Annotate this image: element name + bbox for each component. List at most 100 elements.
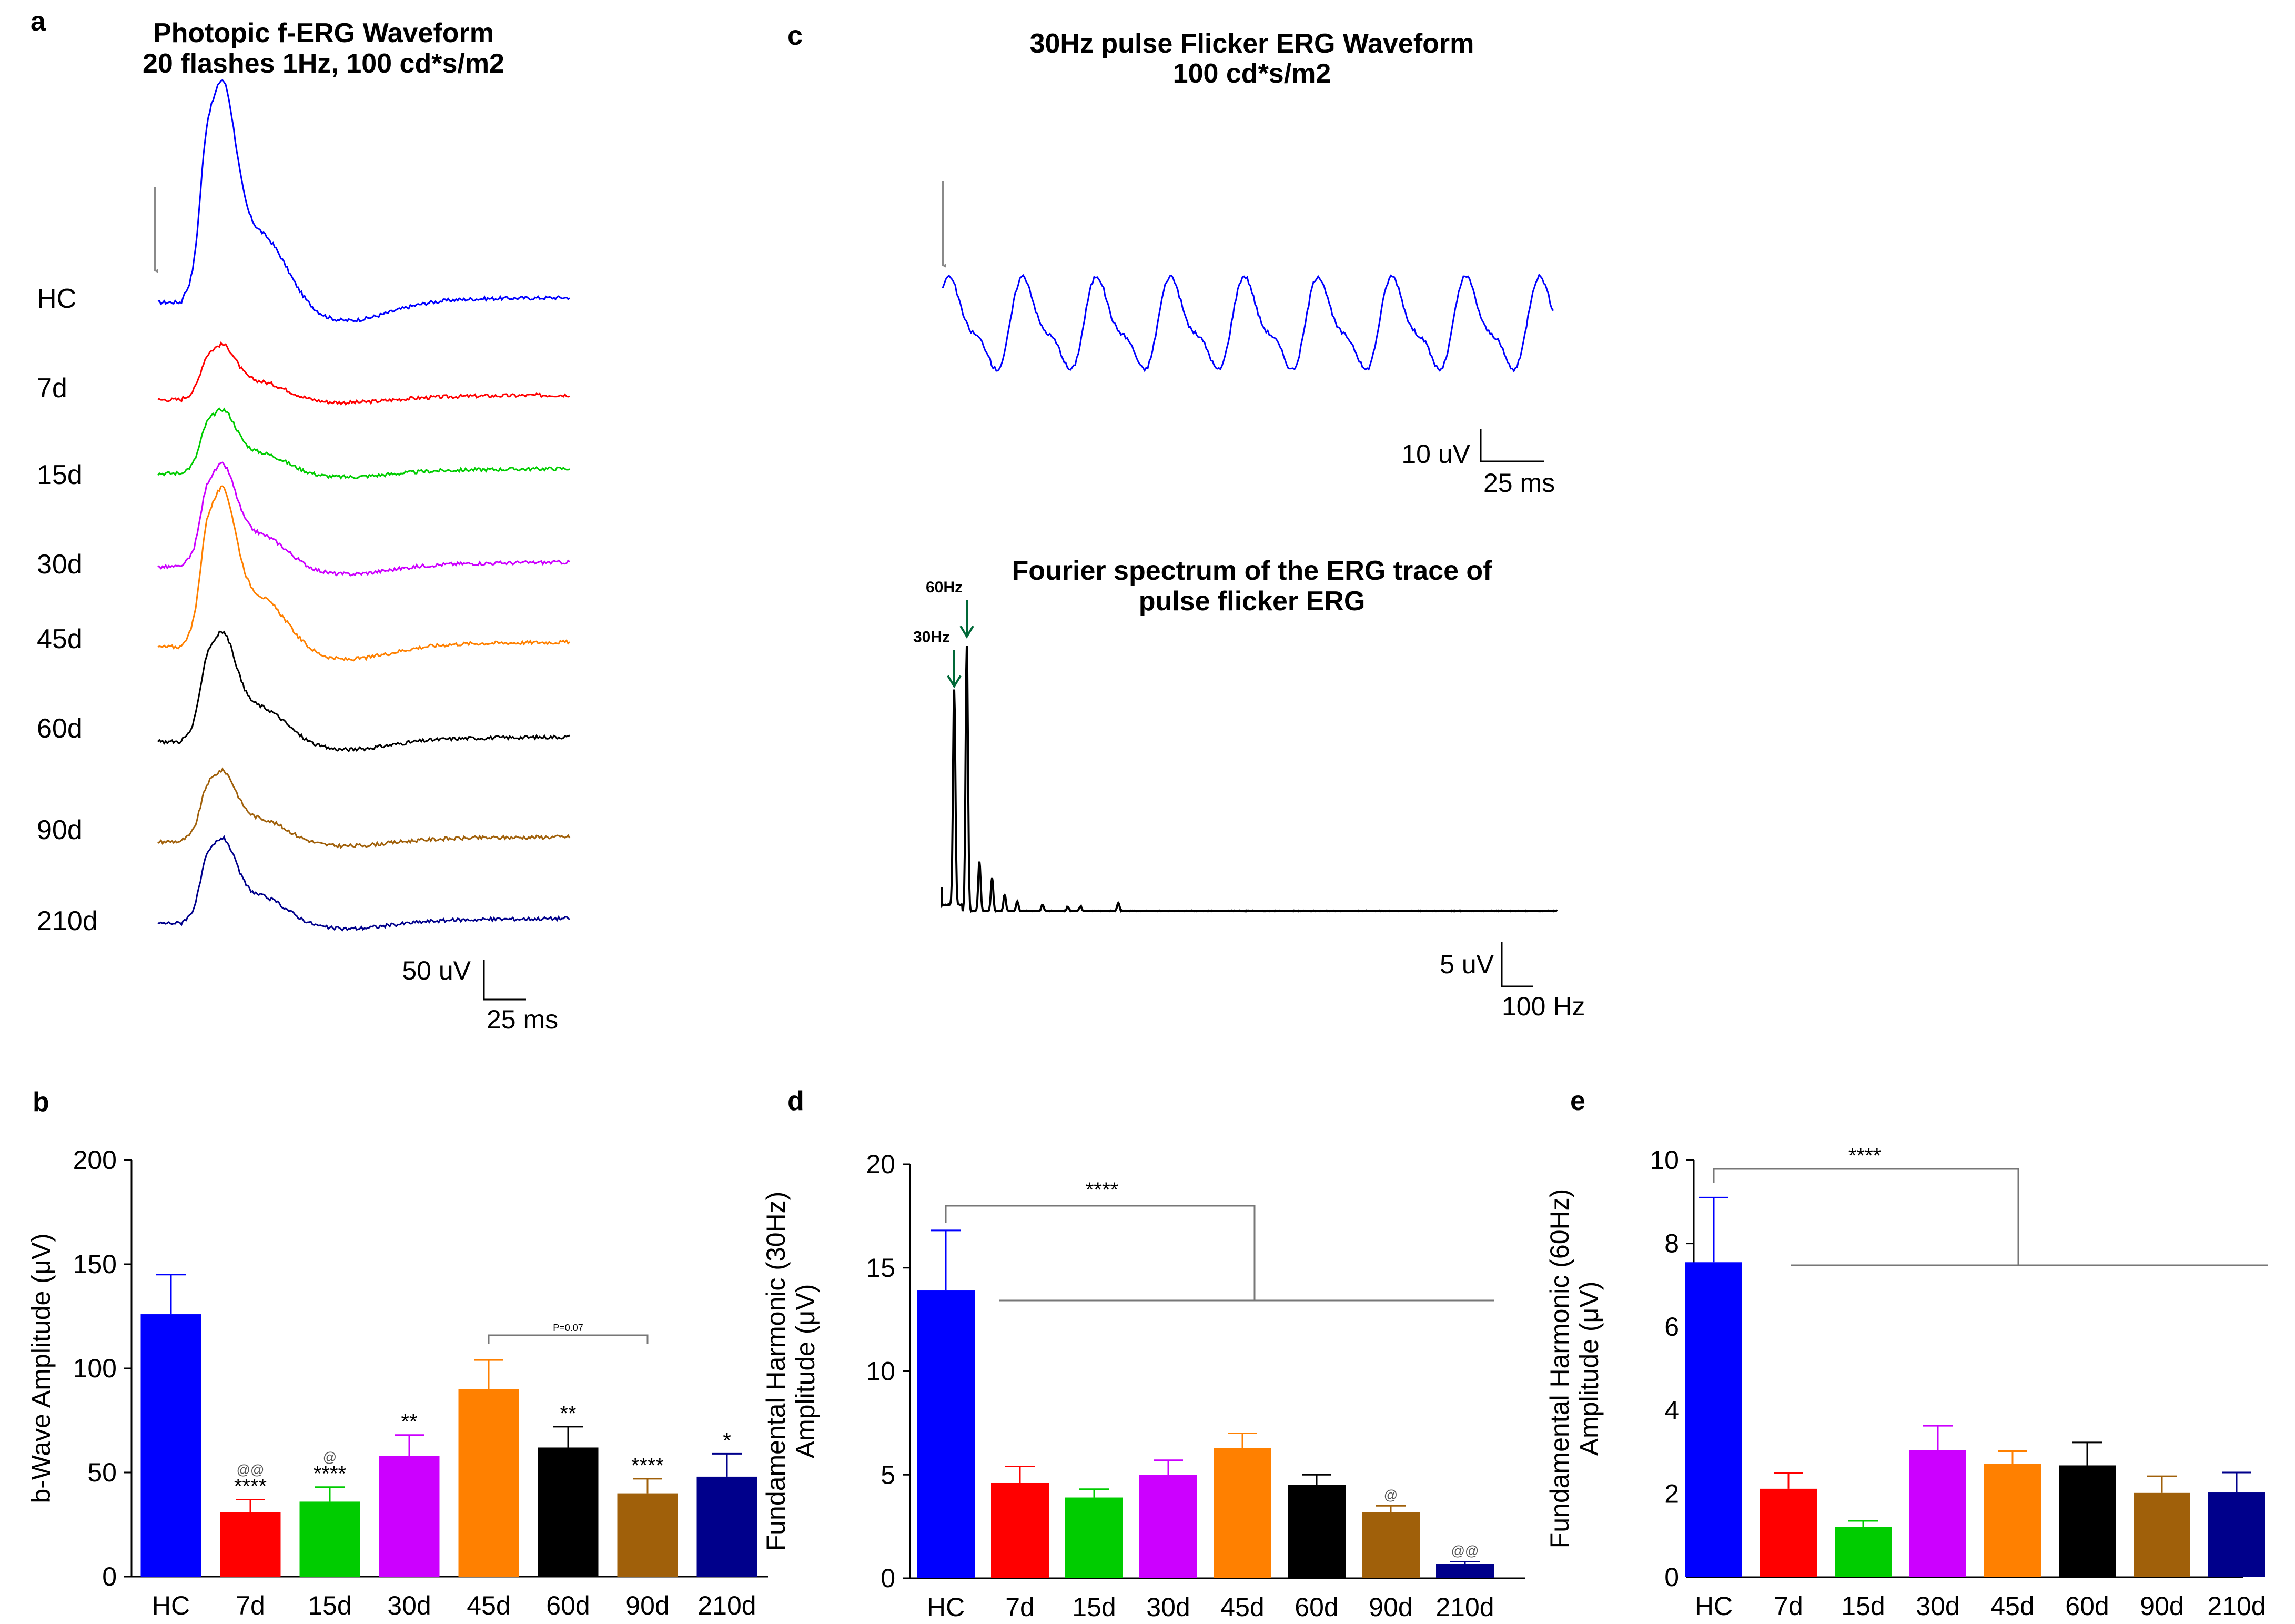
bar-60d (2059, 1465, 2116, 1577)
bar-45d (1984, 1464, 2041, 1577)
panel-a-scale-y-label: 50 uV (402, 956, 471, 985)
panel-e-60hz-chart: 0 2 4 6 8 10 Fundamental Harmonic (60Hz) Amplit… (1545, 1144, 2268, 1621)
mark-90d: @ (1384, 1487, 1398, 1502)
x-tick-label-30d: 30d (387, 1591, 431, 1620)
x-tick-label-60d: 60d (1295, 1592, 1338, 1622)
trace-HC (157, 79, 570, 323)
y-tick-label: 10 (866, 1357, 895, 1386)
bar-90d (1362, 1512, 1420, 1578)
y-axis-label-line1: Fundamental Harmonic (60Hz) (1545, 1189, 1574, 1549)
bar-7d (220, 1512, 281, 1577)
comparison-bracket (488, 1334, 649, 1344)
x-tick-label-7d: 7d (236, 1591, 265, 1620)
panel-a-scale-x-label: 25 ms (487, 1005, 558, 1034)
y-tick-label: 10 (1650, 1145, 1679, 1175)
y-tick-label: 15 (866, 1253, 895, 1283)
x-tick-label-60d: 60d (2065, 1591, 2109, 1621)
trace-30d (157, 461, 570, 577)
y-tick-label: 2 (1664, 1479, 1679, 1508)
x-tick-label-7d: 7d (1774, 1591, 1803, 1621)
bar-60d (1288, 1485, 1346, 1578)
trace-label-15d: 15d (37, 460, 83, 490)
trace-210d (157, 835, 570, 932)
bar-30d (379, 1456, 440, 1577)
x-tick-label-45d: 45d (1990, 1591, 2034, 1621)
significance-210d: * (723, 1429, 731, 1452)
y-axis-label: b-Wave Amplitude (μV) (26, 1233, 56, 1503)
bracket-significance: **** (1848, 1144, 1881, 1167)
bar-HC (1685, 1262, 1742, 1577)
bar-210d (1436, 1564, 1494, 1578)
peak-arrowhead-icon (959, 625, 974, 639)
panel-label-a: a (31, 6, 46, 37)
y-axis-label-text: b-Wave Amplitude (μV) (26, 1233, 56, 1503)
y-axis-label-line1: Fundamental Harmonic (30Hz) (761, 1192, 791, 1551)
significance-bracket (945, 1205, 1256, 1300)
peak-arrowhead-icon (947, 675, 962, 689)
bar-15d (1835, 1527, 1892, 1577)
bar-HC (140, 1314, 201, 1577)
x-tick-label-45d: 45d (1220, 1592, 1264, 1622)
trace-90d (157, 767, 571, 849)
bar-7d (991, 1482, 1049, 1578)
y-tick-label: 20 (866, 1149, 895, 1179)
significance-7d: **** (234, 1475, 267, 1498)
panel-c-fourier-scale-x-label: 100 Hz (1502, 992, 1585, 1021)
trace-label-7d: 7d (37, 373, 67, 404)
panel-label-d: d (787, 1086, 804, 1116)
bar-90d (617, 1493, 678, 1577)
y-tick-label: 200 (73, 1145, 117, 1175)
trace-label-30d: 30d (37, 549, 83, 580)
fourier-spectrum-trace (941, 645, 1558, 913)
y-tick-label: 0 (102, 1562, 117, 1591)
y-tick-label: 0 (1664, 1562, 1679, 1592)
flicker-trace (942, 273, 1554, 373)
x-tick-label-HC: HC (152, 1591, 190, 1620)
x-tick-label-HC: HC (1695, 1591, 1733, 1621)
x-tick-label-90d: 90d (1369, 1592, 1412, 1622)
panel-c-title-line1: 30Hz pulse Flicker ERG Waveform (1030, 28, 1474, 59)
x-tick-label-210d: 210d (2207, 1591, 2266, 1621)
panel-label-e: e (1570, 1086, 1585, 1116)
comparison-p-value: P=0.07 (553, 1323, 583, 1333)
trace-60d (157, 630, 570, 753)
panel-label-b: b (33, 1087, 49, 1117)
x-tick-label-60d: 60d (546, 1591, 590, 1620)
y-axis-label-line2: Amplitude (μV) (791, 1284, 820, 1459)
panel-a-title-line2: 20 flashes 1Hz, 100 cd*s/m2 (143, 48, 504, 79)
x-tick-label-90d: 90d (2140, 1591, 2183, 1621)
trace-label-90d: 90d (37, 815, 83, 845)
x-tick-label-30d: 30d (1916, 1591, 1959, 1621)
x-tick-label-HC: HC (927, 1592, 965, 1622)
bracket-significance: **** (1086, 1178, 1118, 1202)
trace-7d (157, 341, 570, 406)
y-axis-label: Fundamental Harmonic (30Hz) Amplitude (μV… (761, 1192, 820, 1551)
bar-45d (1214, 1448, 1271, 1578)
trace-label-HC: HC (37, 284, 76, 314)
x-tick-label-45d: 45d (467, 1591, 510, 1620)
peak-label-60Hz: 60Hz (926, 579, 963, 596)
trace-label-45d: 45d (37, 624, 83, 654)
panel-label-c: c (787, 21, 803, 51)
panel-c-flicker-scale-y-label: 10 uV (1401, 439, 1470, 469)
panel-c-flicker: 30Hz pulse Flicker ERG Waveform 100 cd*s… (913, 28, 1585, 1021)
x-tick-label-210d: 210d (1435, 1592, 1494, 1622)
significance-30d: ** (401, 1410, 417, 1434)
mark-210d: @@ (1451, 1543, 1479, 1559)
y-tick-label: 0 (881, 1564, 895, 1593)
panel-c-flicker-scale-x-label: 25 ms (1483, 468, 1555, 498)
panel-d-30hz-chart: 0 5 10 15 20 Fundamental Harmonic (30Hz) Ampli… (761, 1149, 1525, 1622)
x-tick-label-30d: 30d (1146, 1592, 1190, 1622)
x-tick-label-7d: 7d (1005, 1592, 1035, 1622)
trace-label-60d: 60d (37, 713, 83, 744)
y-tick-label: 4 (1664, 1396, 1679, 1425)
peak-label-30Hz: 30Hz (913, 629, 950, 646)
bar-210d (2208, 1492, 2265, 1577)
mark-15d: @ (323, 1449, 337, 1465)
trace-label-210d: 210d (37, 906, 98, 936)
bar-30d (1139, 1475, 1197, 1578)
significance-90d: **** (631, 1454, 664, 1477)
y-axis-label-line2: Amplitude (μV) (1574, 1282, 1604, 1456)
